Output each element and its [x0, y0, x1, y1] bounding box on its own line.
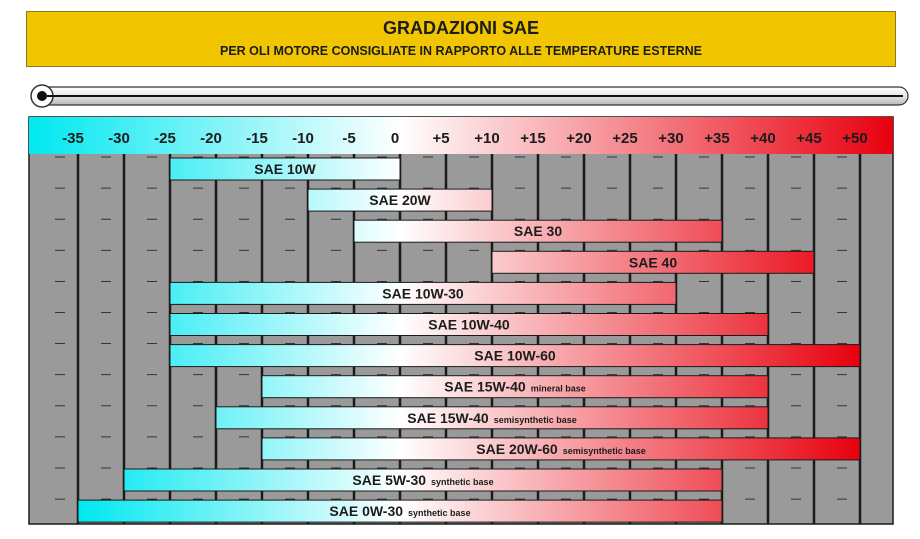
sae-bar — [215, 406, 769, 430]
sae-bar-group: SAE 5W-30 synthetic base — [123, 468, 723, 492]
tick-label: +15 — [520, 130, 545, 147]
sae-bar-group: SAE 40 — [491, 250, 815, 274]
sae-bar-group: SAE 15W-40 semisynthetic base — [215, 406, 769, 430]
bar-label: SAE 15W-40 mineral base — [444, 379, 585, 395]
bar-label: SAE 10W-60 — [474, 348, 556, 364]
bar-label: SAE 30 — [514, 223, 562, 239]
chart-title: GRADAZIONI SAE — [382, 18, 539, 38]
bar-label: SAE 10W — [254, 161, 316, 177]
sae-bar — [307, 188, 493, 212]
bar-label: SAE 20W-60 semisynthetic base — [476, 441, 645, 457]
sae-bar — [261, 437, 861, 461]
tick-label: -35 — [62, 130, 84, 147]
tick-label: 0 — [391, 130, 399, 147]
tick-label: -20 — [200, 130, 222, 147]
sae-bar — [169, 313, 769, 336]
sae-bar — [169, 281, 677, 305]
bar-label: SAE 20W — [369, 192, 431, 208]
tick-label: +20 — [566, 130, 591, 147]
sae-bar-group: SAE 0W-30 synthetic base — [77, 499, 723, 523]
sae-bar-group: SAE 15W-40 mineral base — [261, 375, 769, 399]
sae-bar-group: SAE 30 — [353, 219, 723, 243]
sae-bar — [169, 344, 861, 368]
sae-bar — [353, 219, 723, 243]
sae-bar — [261, 375, 769, 399]
bar-label: SAE 0W-30 synthetic base — [329, 503, 470, 519]
bar-label: SAE 15W-40 semisynthetic base — [407, 410, 576, 426]
bar-label: SAE 5W-30 synthetic base — [352, 472, 493, 488]
sae-bar-group: SAE 10W-30 — [169, 281, 677, 305]
sae-bar — [169, 157, 401, 181]
sae-bar-group: SAE 20W — [307, 188, 493, 212]
bar-label: SAE 10W-30 — [382, 285, 464, 301]
sae-bar — [123, 468, 723, 492]
sae-bar-group: SAE 20W-60 semisynthetic base — [261, 437, 861, 461]
tick-label: -10 — [292, 130, 314, 147]
chart-header: GRADAZIONI SAE PER OLI MOTORE CONSIGLIAT… — [26, 11, 896, 67]
tick-label: +5 — [432, 130, 449, 147]
bar-label: SAE 10W-40 — [428, 317, 510, 333]
sae-bar-group: SAE 10W — [169, 157, 401, 181]
tick-label: -25 — [154, 130, 176, 147]
tick-label: +35 — [704, 130, 729, 147]
thermometer-bulb — [37, 91, 47, 101]
sae-bar — [77, 499, 723, 523]
sae-bar — [491, 250, 815, 274]
tick-label: -5 — [342, 130, 355, 147]
sae-bar-group: SAE 10W-40 — [169, 313, 769, 336]
tick-label: +10 — [474, 130, 499, 147]
tick-label: -15 — [246, 130, 268, 147]
tick-label: -30 — [108, 130, 130, 147]
tick-label: +30 — [658, 130, 683, 147]
tick-label: +50 — [842, 130, 867, 147]
sae-bar-group: SAE 10W-60 — [169, 344, 861, 368]
temperature-scale-band — [29, 117, 893, 154]
tick-label: +25 — [612, 130, 637, 147]
tick-label: +40 — [750, 130, 775, 147]
tick-label: +45 — [796, 130, 821, 147]
bar-label: SAE 40 — [629, 254, 677, 270]
chart-subtitle: PER OLI MOTORE CONSIGLIATE IN RAPPORTO A… — [220, 44, 702, 58]
